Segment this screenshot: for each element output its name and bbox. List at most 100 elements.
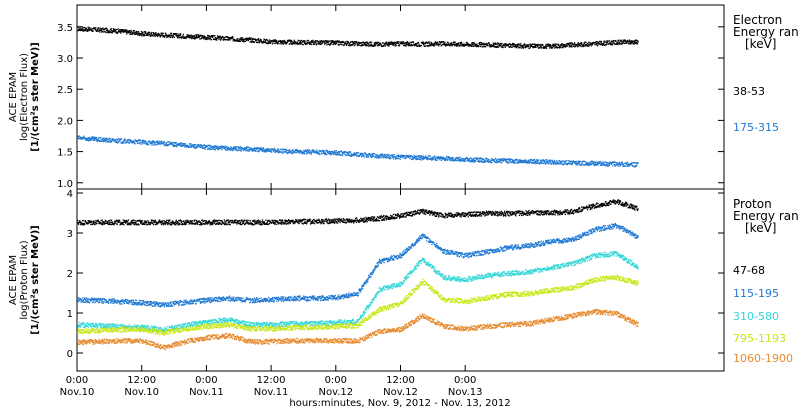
electron-data-point <box>124 139 127 142</box>
electron-data-point <box>594 162 597 165</box>
electron-data-point <box>604 161 606 163</box>
proton-data-point <box>419 211 421 214</box>
electron-data-point <box>552 43 554 45</box>
electron-data-point <box>129 32 132 34</box>
proton-data-point <box>185 220 187 222</box>
proton-data-point <box>154 221 156 223</box>
electron-data-point <box>218 38 220 40</box>
electron-data-point <box>548 162 550 165</box>
proton-data-point <box>331 220 333 222</box>
electron-data-point <box>127 140 129 143</box>
electron-data-point <box>345 44 348 47</box>
proton-data-point <box>186 221 188 224</box>
electron-data-point <box>273 150 275 152</box>
electron-data-point <box>545 43 547 46</box>
electron-data-point <box>327 41 329 44</box>
electron-data-point <box>394 45 396 47</box>
electron-data-point <box>176 143 178 145</box>
proton-data-point <box>263 223 265 225</box>
electron-data-point <box>420 154 422 157</box>
proton-data-point <box>312 221 314 223</box>
electron-data-point <box>199 145 201 147</box>
electron-data-point <box>102 27 104 29</box>
proton-data-point <box>289 222 291 225</box>
electron-data-point <box>168 141 170 143</box>
electron-data-point <box>163 140 165 143</box>
proton-data-point <box>166 222 168 224</box>
proton-data-point <box>254 219 256 221</box>
electron-data-point <box>508 162 510 164</box>
electron-data-point <box>569 44 571 47</box>
proton-data-point <box>459 213 461 215</box>
electron-data-point <box>87 26 89 28</box>
electron-legend-title-line: Energy ran <box>733 25 799 39</box>
electron-data-point <box>420 159 422 161</box>
electron-data-point <box>530 158 533 161</box>
proton-data-point <box>285 223 287 225</box>
electron-data-point <box>169 34 171 37</box>
electron-data-point <box>588 162 590 164</box>
proton-ylabel-line: log(Proton Flux) <box>19 240 30 319</box>
electron-data-point <box>567 44 569 46</box>
electron-data-point <box>596 161 599 163</box>
electron-data-point <box>528 159 530 161</box>
electron-data-point <box>588 163 591 165</box>
electron-data-point <box>509 46 511 48</box>
electron-data-point <box>484 43 486 46</box>
electron-data-point <box>130 139 132 142</box>
electron-data-point <box>181 37 183 39</box>
electron-data-point <box>483 158 485 161</box>
electron-data-point <box>460 159 463 161</box>
proton-data-point <box>254 220 256 223</box>
electron-data-point <box>573 45 575 48</box>
electron-data-point <box>100 29 103 32</box>
electron-data-point <box>239 146 241 148</box>
proton-data-point <box>227 219 230 221</box>
electron-data-point <box>580 164 582 166</box>
electron-data-point <box>113 31 116 33</box>
electron-data-point <box>504 158 506 161</box>
proton-data-point <box>241 219 243 221</box>
electron-data-point <box>295 149 297 151</box>
electron-data-point <box>487 158 489 161</box>
proton-data-point <box>304 222 306 224</box>
electron-data-point <box>530 45 532 47</box>
electron-data-point <box>343 41 345 44</box>
electron-data-point <box>334 150 336 152</box>
electron-data-point <box>104 28 106 30</box>
proton-data-point <box>215 223 217 226</box>
electron-data-point <box>338 44 341 46</box>
electron-data-point <box>239 39 241 41</box>
electron-data-point <box>354 154 356 157</box>
electron-data-point <box>333 42 336 44</box>
electron-data-point <box>627 40 629 42</box>
electron-data-point <box>230 149 232 151</box>
proton-data-point <box>409 215 411 217</box>
proton-data-point <box>217 222 219 224</box>
proton-data-point <box>251 224 253 226</box>
proton-data-point <box>321 219 323 222</box>
electron-data-point <box>176 33 178 35</box>
electron-data-point <box>114 28 116 30</box>
electron-data-point <box>292 42 295 44</box>
electron-data-point <box>153 141 156 143</box>
electron-data-point <box>274 148 277 151</box>
electron-data-point <box>138 31 140 33</box>
proton-data-point <box>81 222 83 224</box>
proton-data-point <box>401 216 403 218</box>
electron-data-point <box>255 148 257 150</box>
electron-data-point <box>235 147 237 150</box>
electron-data-point <box>94 136 96 139</box>
electron-data-point <box>528 160 530 163</box>
electron-data-point <box>211 147 214 149</box>
electron-data-point <box>576 160 578 163</box>
electron-data-point <box>294 152 296 154</box>
electron-data-point <box>447 42 449 44</box>
proton-data-point <box>246 221 248 223</box>
electron-data-point <box>518 43 520 45</box>
proton-data-point <box>279 221 281 224</box>
electron-data-point <box>428 158 431 160</box>
electron-data-point <box>92 30 94 32</box>
electron-data-point <box>173 144 175 147</box>
electron-data-point <box>506 161 508 163</box>
